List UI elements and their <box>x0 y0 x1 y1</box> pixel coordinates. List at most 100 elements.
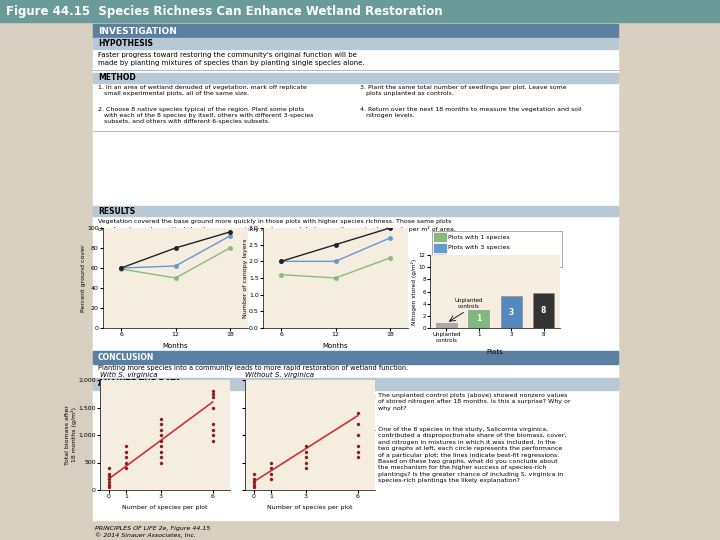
Point <box>265 469 276 478</box>
Bar <box>93 38 618 49</box>
Text: 8: 8 <box>541 306 546 315</box>
Text: 4. Return over the next 18 months to measure the vegetation and soil
   nitrogen: 4. Return over the next 18 months to mea… <box>360 107 582 118</box>
Bar <box>93 24 618 38</box>
X-axis label: Months: Months <box>163 343 189 349</box>
Point <box>120 464 132 472</box>
Point <box>103 472 114 481</box>
X-axis label: Number of species per plot: Number of species per plot <box>267 505 353 510</box>
Point <box>248 477 259 486</box>
Bar <box>434 244 446 252</box>
Point <box>300 453 312 461</box>
Y-axis label: Nitrogen stored (g/m²): Nitrogen stored (g/m²) <box>411 258 418 325</box>
Bar <box>0 0 720 22</box>
Point <box>207 431 218 440</box>
Bar <box>93 216 618 351</box>
Point <box>155 447 166 456</box>
Text: Figure 44.15  Species Richness Can Enhance Wetland Restoration: Figure 44.15 Species Richness Can Enhanc… <box>6 4 443 17</box>
Text: Unplanted
controls: Unplanted controls <box>455 298 483 308</box>
Point <box>207 436 218 445</box>
Point <box>352 453 364 461</box>
Point <box>300 442 312 450</box>
Text: Without S. virginica: Without S. virginica <box>245 372 314 378</box>
Text: RESULTS: RESULTS <box>98 206 135 215</box>
Text: PRINCIPLES OF LIFE 2e, Figure 44.15
© 2014 Sinauer Associates, Inc.: PRINCIPLES OF LIFE 2e, Figure 44.15 © 20… <box>95 526 210 538</box>
Point <box>265 458 276 467</box>
Text: Planting more species into a community leads to more rapid restoration of wetlan: Planting more species into a community l… <box>98 365 408 371</box>
Text: 3: 3 <box>508 308 514 316</box>
Bar <box>533 293 554 328</box>
Text: B. One of the 8 species in the study, Salicornia virginica,
    contributed a di: B. One of the 8 species in the study, Sa… <box>370 427 567 483</box>
Point <box>300 464 312 472</box>
Text: METHOD: METHOD <box>98 73 136 83</box>
Point <box>155 442 166 450</box>
X-axis label: Plots: Plots <box>487 348 503 355</box>
Point <box>352 409 364 417</box>
Y-axis label: Percent ground cover: Percent ground cover <box>81 244 86 312</box>
Point <box>207 420 218 428</box>
Text: Faster progress toward restoring the community's original function will be
made : Faster progress toward restoring the com… <box>98 52 364 66</box>
Point <box>207 403 218 412</box>
Text: CONCLUSION: CONCLUSION <box>98 353 154 362</box>
Bar <box>93 378 618 390</box>
Text: 3. Plant the same total number of seedlings per plot. Leave some
   plots unplan: 3. Plant the same total number of seedli… <box>360 85 567 96</box>
Bar <box>468 310 490 328</box>
Point <box>120 453 132 461</box>
Text: Plots with 1 species: Plots with 1 species <box>448 234 510 240</box>
Point <box>248 483 259 491</box>
Point <box>352 431 364 440</box>
Point <box>207 392 218 401</box>
Point <box>300 447 312 456</box>
Bar <box>434 255 446 263</box>
Bar <box>93 390 618 520</box>
Text: With S. virginica: With S. virginica <box>100 372 158 378</box>
Point <box>300 458 312 467</box>
Point <box>155 414 166 423</box>
X-axis label: Months: Months <box>323 343 348 349</box>
Text: 1. In an area of wetland denuded of vegetation, mark off replicate
   small expe: 1. In an area of wetland denuded of vege… <box>98 85 307 96</box>
Point <box>103 469 114 478</box>
Point <box>207 425 218 434</box>
Point <box>155 420 166 428</box>
Point <box>155 425 166 434</box>
Point <box>352 420 364 428</box>
Text: 2. Choose 8 native species typical of the region. Plant some plots
   with each : 2. Choose 8 native species typical of th… <box>98 107 313 124</box>
Y-axis label: Total biomass after
18 months (g/m²): Total biomass after 18 months (g/m²) <box>65 405 77 465</box>
Point <box>207 389 218 398</box>
Text: HYPOTHESIS: HYPOTHESIS <box>98 39 153 48</box>
Point <box>120 458 132 467</box>
Bar <box>434 233 446 241</box>
Point <box>352 442 364 450</box>
X-axis label: Number of species per plot: Number of species per plot <box>122 505 208 510</box>
Point <box>265 464 276 472</box>
Point <box>103 475 114 483</box>
Point <box>248 475 259 483</box>
Point <box>120 447 132 456</box>
Text: Vegetation covered the base ground more quickly in those plots with higher speci: Vegetation covered the base ground more … <box>98 219 456 232</box>
Text: Plots with 3 species: Plots with 3 species <box>448 246 510 251</box>
Bar <box>93 351 618 364</box>
Text: INVESTIGATION: INVESTIGATION <box>98 26 177 36</box>
Point <box>155 458 166 467</box>
Bar <box>500 296 522 328</box>
Text: A. The unplanted control plots (above) showed nonzero values
    of stored nitro: A. The unplanted control plots (above) s… <box>370 393 570 411</box>
Bar <box>93 38 618 206</box>
Point <box>248 480 259 489</box>
Bar <box>436 323 457 328</box>
Point <box>155 453 166 461</box>
Point <box>103 477 114 486</box>
Point <box>120 442 132 450</box>
Y-axis label: Number of canopy layers: Number of canopy layers <box>243 238 248 318</box>
Point <box>103 464 114 472</box>
Text: 1: 1 <box>476 314 482 323</box>
Text: ANALYZE THE DATA: ANALYZE THE DATA <box>98 380 181 388</box>
Bar <box>432 231 562 267</box>
Text: Plots with 8 species: Plots with 8 species <box>448 256 510 261</box>
Bar <box>93 206 618 216</box>
Bar <box>93 364 618 378</box>
Point <box>265 475 276 483</box>
Point <box>103 483 114 491</box>
Point <box>103 480 114 489</box>
Bar <box>93 73 618 83</box>
Point <box>352 447 364 456</box>
Point <box>207 387 218 395</box>
